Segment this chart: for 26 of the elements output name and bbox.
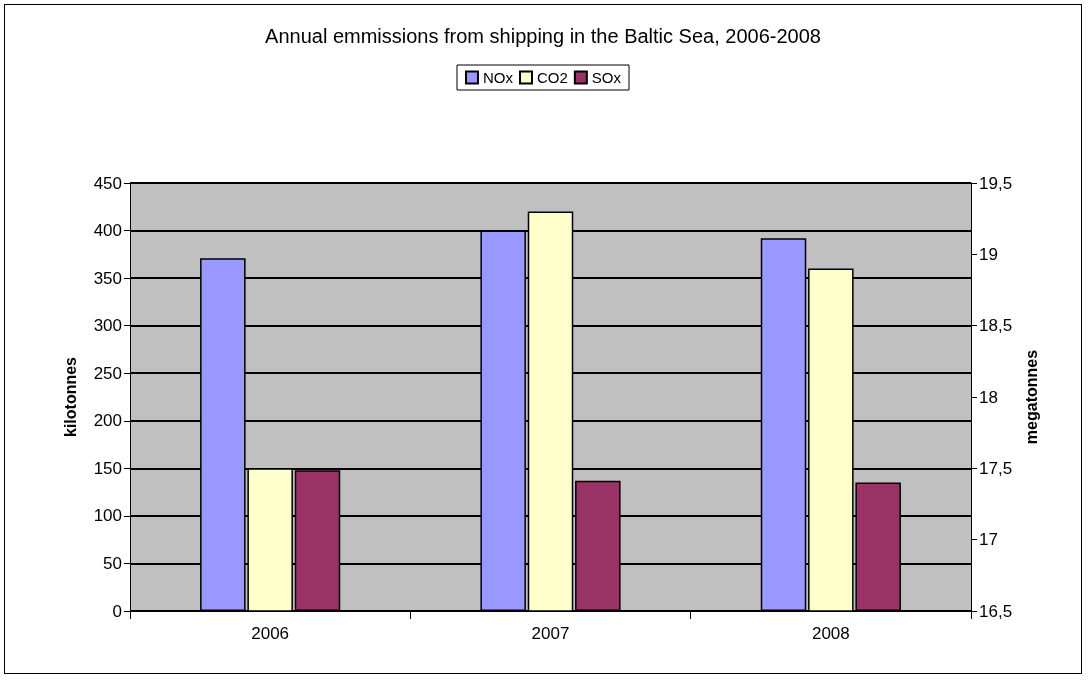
y-tick-label: 350 <box>93 268 122 288</box>
y2-tick-label: 19,5 <box>979 173 1013 193</box>
y-tick-label: 200 <box>93 411 122 431</box>
y2-tick-label: 17,5 <box>979 458 1013 478</box>
y-tick-label: 300 <box>93 316 122 336</box>
y2-tick-label: 18,5 <box>979 316 1013 336</box>
y-tick-label: 150 <box>93 458 122 478</box>
legend-label: SOx <box>591 69 622 86</box>
y2-tick-label: 19 <box>979 244 998 264</box>
y-axis-title: kilotonnes <box>61 356 79 438</box>
legend-label: NOx <box>482 69 514 86</box>
y-tick-label: 450 <box>93 173 122 193</box>
y-tick-label: 0 <box>112 601 122 621</box>
y-tick-label: 250 <box>93 363 122 383</box>
x-tick-label: 2007 <box>531 624 570 643</box>
y-tick-label: 400 <box>93 221 122 241</box>
y-tick-label: 100 <box>93 506 122 526</box>
x-tick-label: 2006 <box>251 624 290 643</box>
y2-axis-title: megatonnes <box>1022 349 1040 445</box>
legend-label: CO2 <box>536 69 568 86</box>
x-tick-label: 2008 <box>811 624 850 643</box>
y2-tick-label: 17 <box>979 530 998 550</box>
y2-tick-label: 16,5 <box>979 601 1013 621</box>
chart-title: Annual emmissions from shipping in the Baltic Sea, 2006-2008 <box>265 25 821 47</box>
y-tick-label: 50 <box>103 553 122 573</box>
y2-tick-label: 18 <box>979 387 998 407</box>
